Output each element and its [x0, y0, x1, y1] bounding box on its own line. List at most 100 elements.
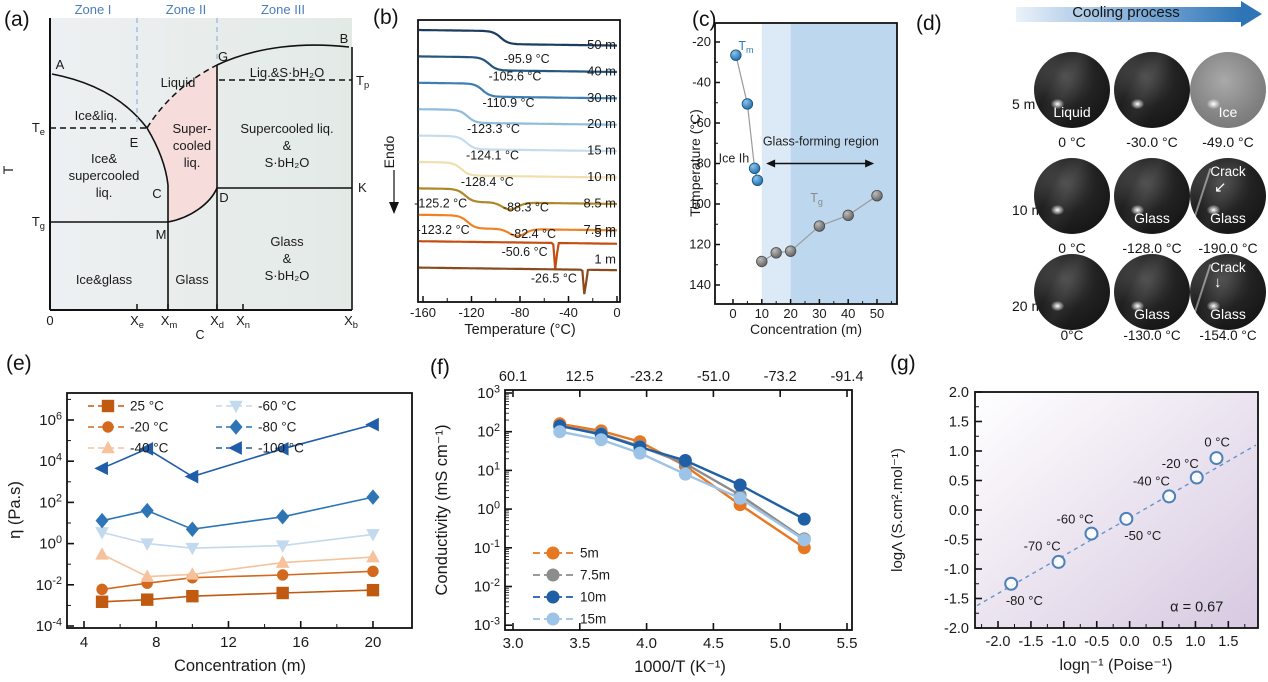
x-tick-label: 0.5 [1152, 634, 1172, 650]
data-point [185, 567, 200, 580]
region-label: liq. [96, 185, 113, 200]
plot-box [66, 392, 413, 629]
data-point [185, 542, 200, 556]
data-point [366, 550, 380, 563]
legend-marker [102, 421, 114, 433]
legend-marker [546, 590, 560, 604]
data-point [140, 569, 155, 582]
subscript: m [169, 320, 177, 330]
y-tick-label: -60 [692, 115, 711, 130]
data-point-15m [553, 425, 567, 439]
data-point [1189, 470, 1204, 485]
exponent: 0 [494, 499, 500, 511]
diagram-label: K [358, 180, 367, 195]
photo-highlight [1050, 99, 1064, 110]
x-tick-label: 50 [870, 306, 884, 321]
legend-label: -100 °C [258, 441, 304, 456]
region-label: Glass [270, 234, 304, 249]
alpha-annotation: α = 0.67 [1170, 599, 1223, 615]
sample-photo: Glass [1114, 254, 1190, 330]
x-tick-label: -160 [410, 305, 436, 320]
photo-streak [1190, 158, 1266, 234]
legend-label: 25 °C [130, 399, 164, 414]
legend-marker [546, 546, 560, 560]
subscript: e [40, 127, 45, 137]
data-point-15m [733, 491, 747, 505]
legend-marker [546, 568, 560, 582]
point-temperature-label: -40 °C [1133, 474, 1170, 489]
legend-marker [101, 399, 115, 413]
subscript: g [40, 221, 45, 231]
log-tick-label: 103 [477, 383, 500, 402]
y-tick-label: 2.0 [949, 385, 969, 401]
log-tick-label: 100 [39, 534, 62, 553]
photo-label: Glass [1134, 306, 1170, 322]
legend-label: -40 °C [130, 441, 169, 456]
zone-label: Zone I [75, 2, 112, 17]
panel-f-svg: 3.0 60.1 3.5 12.5 4.0 -23.2 4.5 -51.0 5.0 -73.2 5.… [433, 369, 864, 676]
photo-label: Liquid [1053, 104, 1091, 120]
sample-photo [1034, 254, 1110, 330]
log-tick-label: 10-1 [474, 538, 500, 557]
series-label: 8.5 m [583, 195, 616, 210]
crack-arrow-icon: ↙ [1214, 179, 1227, 196]
photo-temperature: 0 °C [1058, 134, 1086, 150]
legend-marker [228, 441, 242, 455]
log-tick-label: 106 [39, 410, 62, 429]
dsc-curve-40m [418, 55, 618, 74]
data-point [274, 441, 289, 456]
tg-annotation: -125.2 °C [414, 196, 467, 210]
cooling-arrow-head [1241, 1, 1262, 27]
diagram-label: C [195, 328, 204, 340]
dsc-curve-8.5m [418, 187, 618, 211]
data-point-Tg [842, 209, 854, 222]
data-point [139, 441, 154, 456]
y-tick-label: -1.0 [944, 562, 969, 578]
data-point [95, 547, 109, 560]
data-point [1004, 576, 1019, 591]
series-label: 10 m [587, 169, 616, 184]
region-label: Ice&liq. [75, 108, 118, 123]
series-label: 50 m [587, 37, 616, 52]
data-point [1162, 489, 1177, 504]
data-point [1084, 526, 1099, 541]
x-tick-label: 12 [220, 634, 237, 651]
photo-streak [1190, 254, 1266, 330]
series-label: 7.5 m [583, 222, 616, 237]
endo-arrow-head [389, 202, 399, 214]
cooling-arrow-body [1016, 7, 1242, 22]
subscript: m [746, 45, 754, 55]
tg-annotation: -128.4 °C [461, 175, 514, 189]
diagram-label: Tp [356, 73, 369, 90]
photo-label: Glass [1210, 306, 1246, 322]
diagram-label: E [130, 135, 139, 150]
series-label: 40 m [587, 63, 616, 78]
data-point-Tm [751, 174, 764, 187]
dsc-curve-10m [418, 160, 618, 179]
region-label: Ice& [91, 151, 117, 166]
dashed-E-G [146, 64, 218, 129]
sample-photo: Glass Crack ↓ [1190, 254, 1266, 330]
dsc-curve-7.5m [418, 213, 618, 238]
subscript: e [139, 320, 144, 330]
x-tick-label: 1.0 [1185, 634, 1205, 650]
legend-marker [229, 419, 243, 435]
x-tick-label: 4.5 [703, 635, 724, 652]
y-axis-title: η (Pa.s) [6, 481, 24, 539]
x-axis-title: logη⁻¹ (Poise⁻¹) [1060, 657, 1173, 674]
data-point [276, 509, 290, 525]
region-label: & [283, 138, 292, 153]
tg-annotation: -123.2 °C [417, 223, 470, 237]
photo-highlight [1050, 205, 1064, 216]
x-tick-label: 8 [152, 634, 160, 651]
data-point-15m [594, 433, 608, 447]
x-axis-title: Concentration (m) [750, 321, 862, 337]
data-point-Tg [871, 189, 883, 202]
photo-label: Ice [1218, 104, 1238, 120]
annotation: Tm [738, 39, 753, 55]
dsc-curve-15m [418, 134, 618, 153]
region-label: S·bH₂O [265, 155, 310, 170]
row-label-concentration: 5 m [1012, 96, 1036, 112]
x-tick-label: -40 [559, 305, 578, 320]
y-axis-title: logΛ (S.cm².mol⁻¹) [889, 448, 906, 572]
